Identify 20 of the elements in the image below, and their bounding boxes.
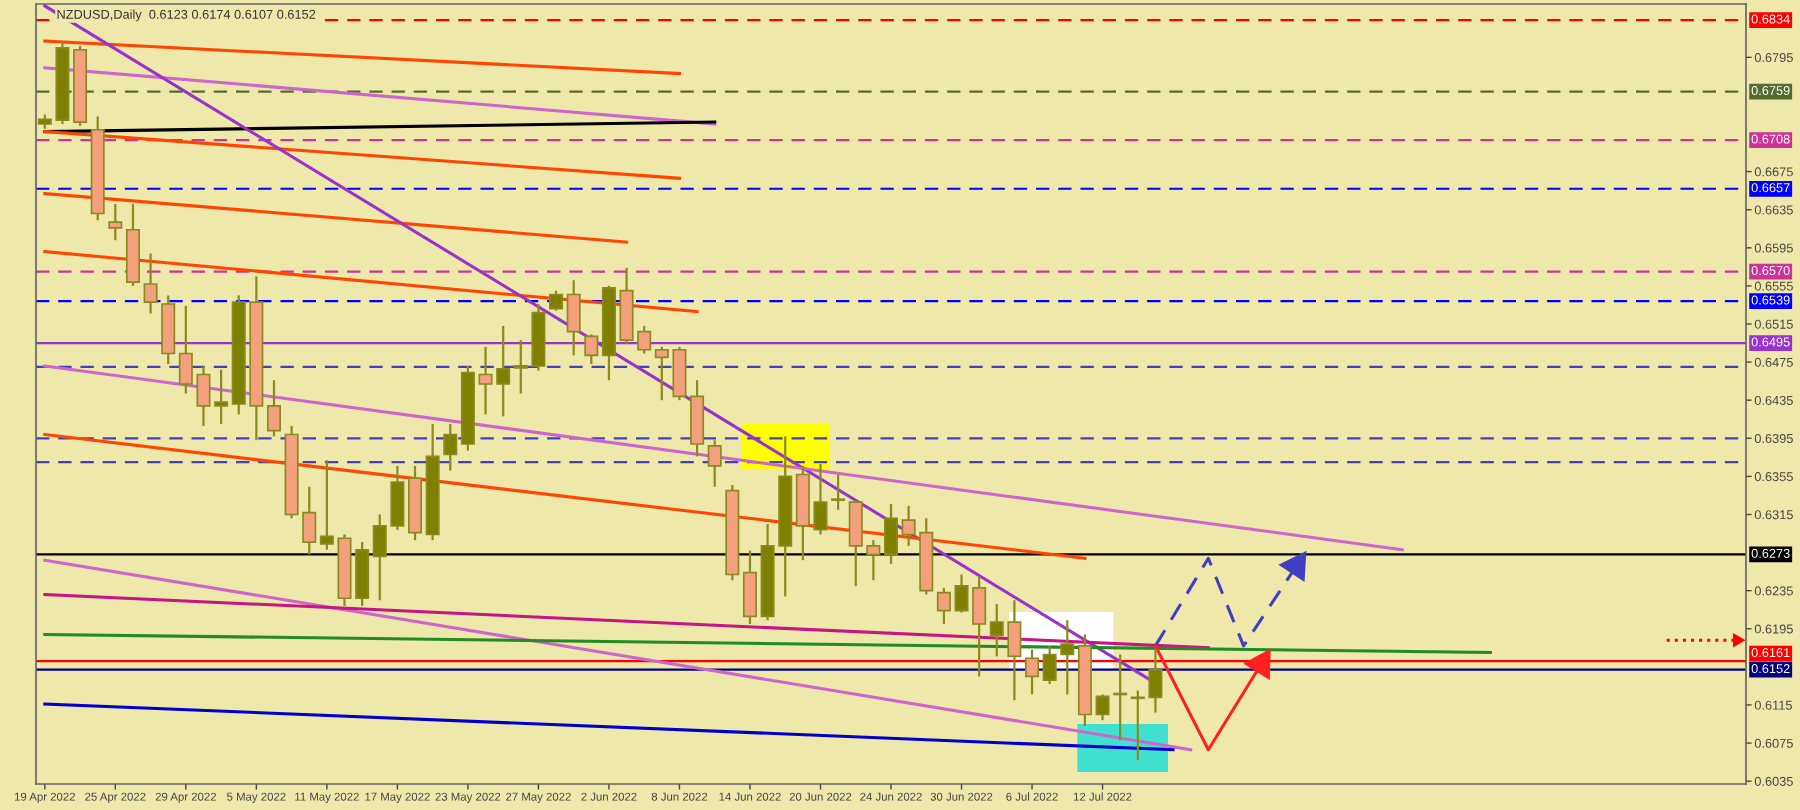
candlestick bbox=[742, 549, 757, 626]
candlestick bbox=[549, 289, 564, 312]
candlestick bbox=[1095, 693, 1110, 722]
candlestick bbox=[319, 459, 334, 551]
point bbox=[1279, 551, 1307, 581]
candlestick bbox=[1025, 648, 1040, 696]
candlestick bbox=[108, 202, 123, 242]
candlestick bbox=[443, 422, 458, 472]
candlestick bbox=[266, 379, 281, 438]
candlestick bbox=[566, 279, 581, 357]
candlestick bbox=[707, 439, 722, 488]
candlestick bbox=[214, 368, 229, 426]
candlestick bbox=[883, 502, 899, 566]
candlestick bbox=[584, 333, 599, 366]
candlestick bbox=[690, 379, 705, 458]
candlestick bbox=[936, 586, 951, 626]
candlestick bbox=[831, 473, 846, 511]
candlestick bbox=[143, 252, 158, 315]
point bbox=[1244, 649, 1271, 679]
point bbox=[1733, 633, 1745, 647]
